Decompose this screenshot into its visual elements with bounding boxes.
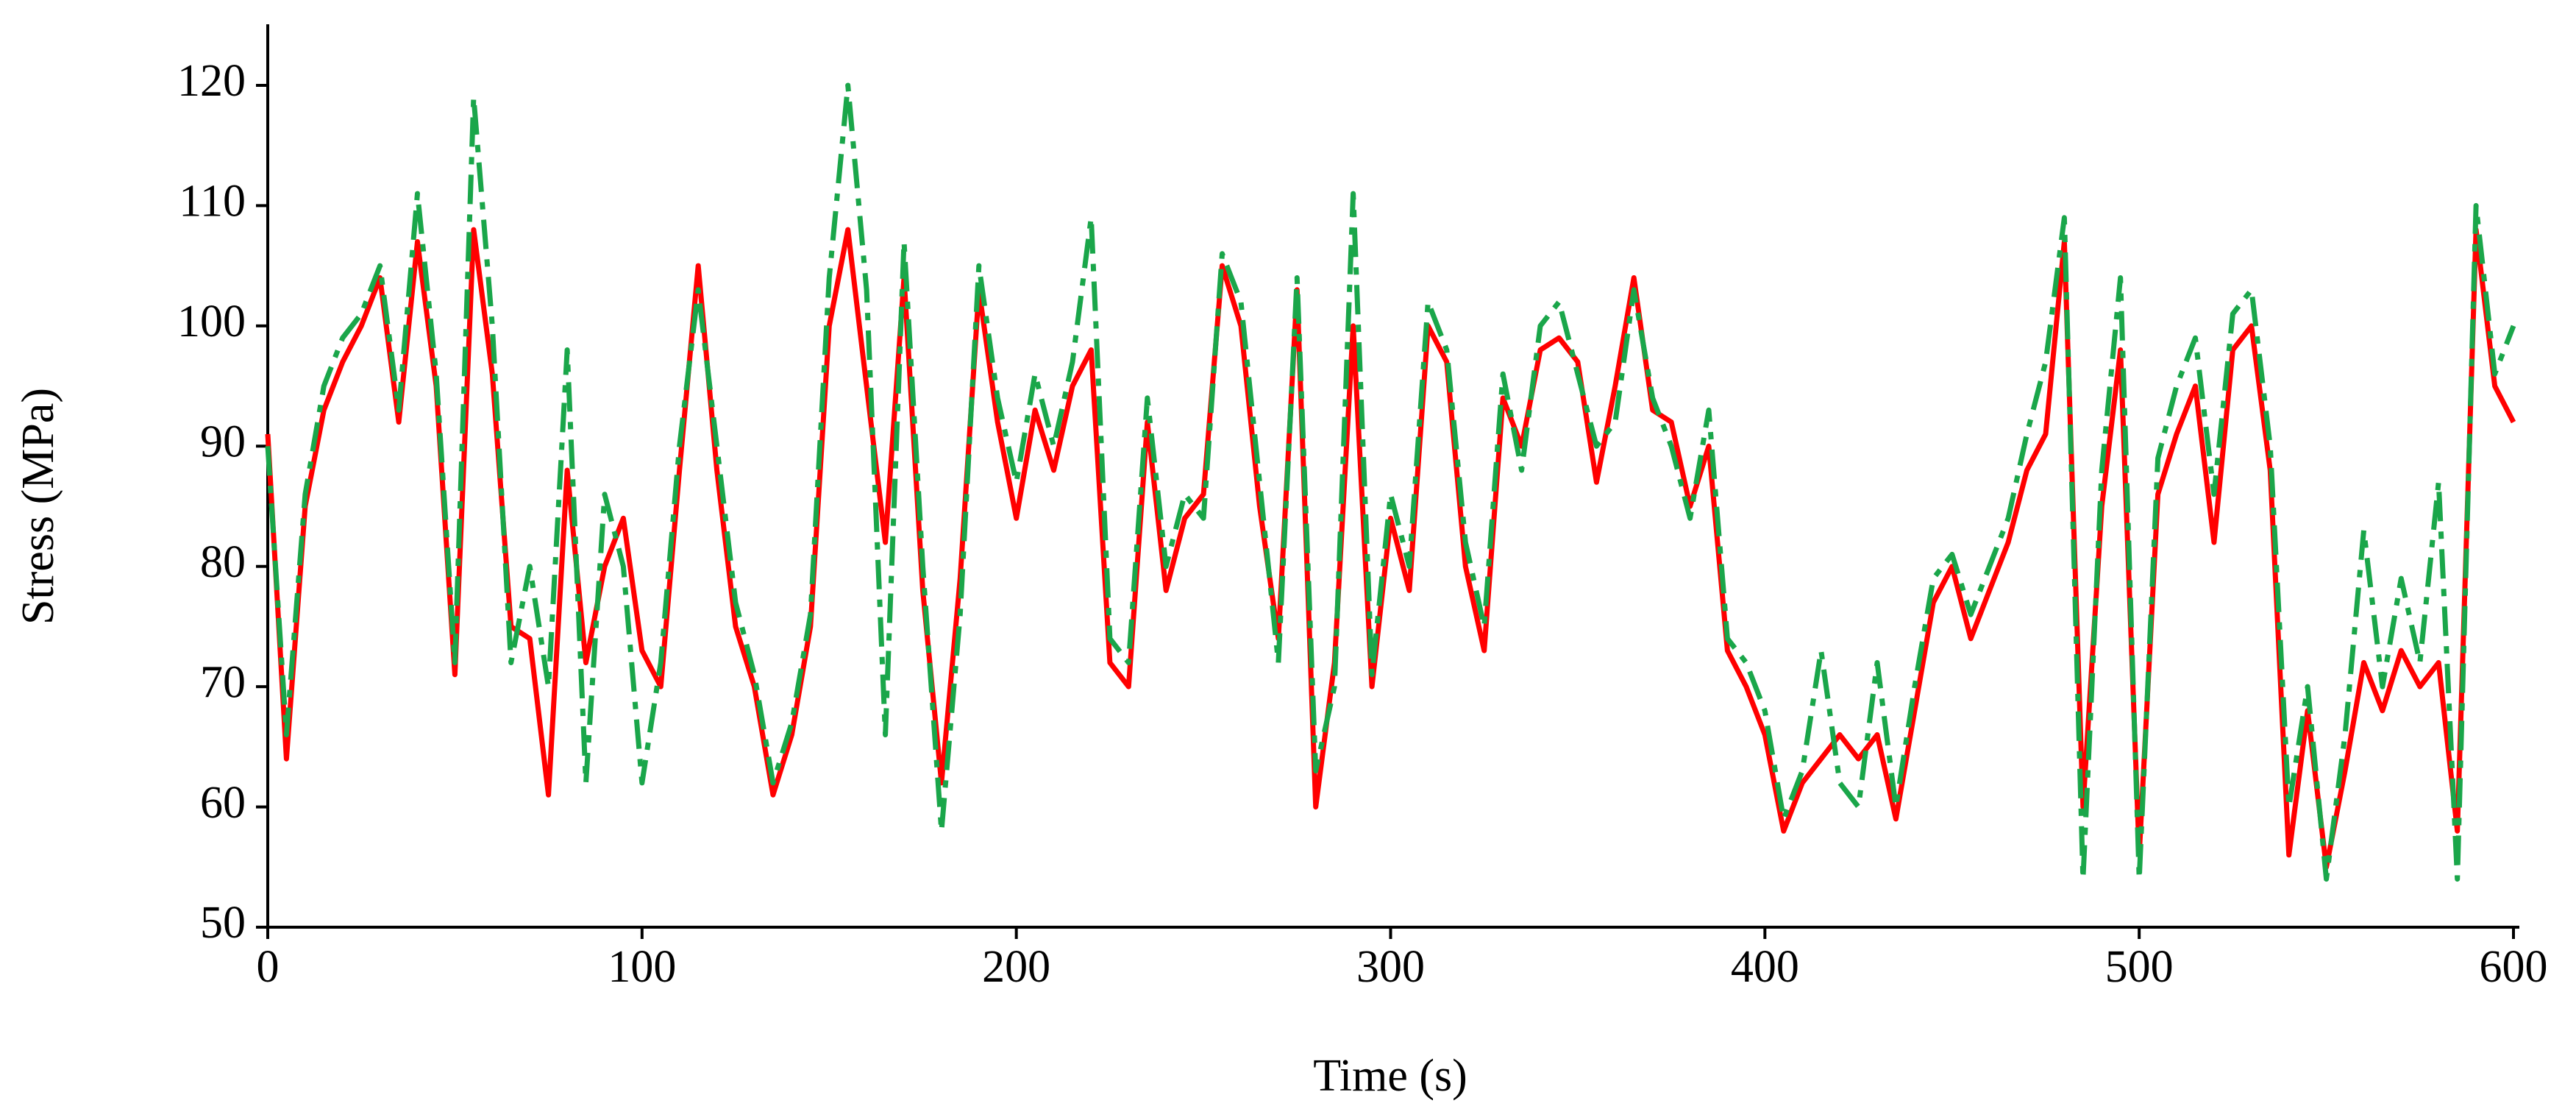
x-tick-label: 100	[608, 942, 676, 992]
y-tick-label: 110	[179, 177, 246, 227]
y-tick-label: 120	[177, 56, 246, 106]
series-line	[265, 82, 2516, 882]
x-axis-title: Time (s)	[1313, 1051, 1467, 1101]
x-tick-label: 0	[257, 942, 280, 992]
y-tick-label: 50	[200, 898, 246, 948]
y-tick-label: 90	[200, 417, 246, 467]
y-axis-title: Stress (MPa)	[13, 388, 63, 625]
x-tick-label: 300	[1356, 942, 1425, 992]
y-tick-label: 80	[200, 537, 246, 587]
y-tick-label: 100	[177, 297, 246, 347]
x-tick-label: 500	[2105, 942, 2174, 992]
x-tick-label: 200	[982, 942, 1050, 992]
y-tick-label: 60	[200, 778, 246, 828]
series-line	[265, 227, 2516, 870]
x-tick-label: 600	[2480, 942, 2548, 992]
y-tick-label: 70	[200, 657, 246, 707]
x-tick-label: 400	[1731, 942, 1799, 992]
